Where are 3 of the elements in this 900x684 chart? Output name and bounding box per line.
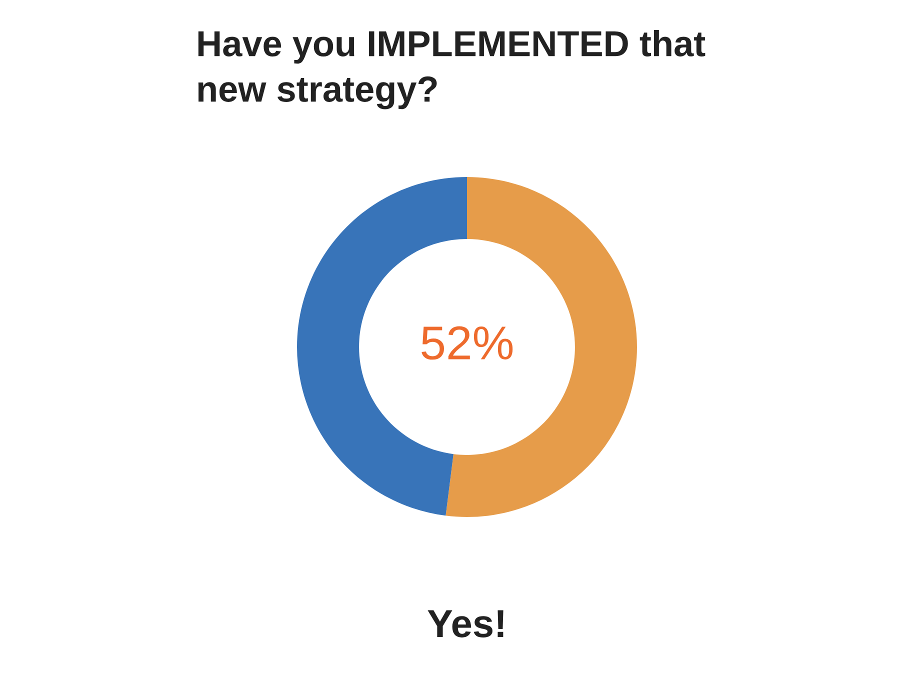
text: 52% (422, 326, 513, 360)
chart-title: Have you IMPLEMENTED that new strategy? (198, 30, 706, 110)
text: Yes! (428, 610, 504, 638)
